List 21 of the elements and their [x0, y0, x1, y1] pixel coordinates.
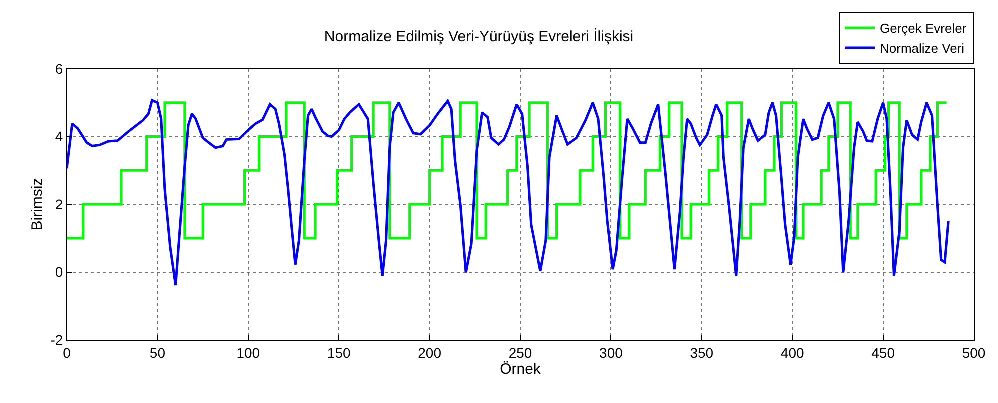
x-tick-label: 400	[780, 344, 804, 361]
y-tick-label: -2	[50, 332, 64, 348]
x-axis-title: Örnek	[500, 360, 542, 378]
line-series	[67, 99, 950, 287]
x-tick-label: 100	[236, 344, 260, 361]
x-tick-label: 300	[600, 344, 624, 361]
legend-label: Gerçek Evreler	[880, 21, 968, 36]
x-tick-label: 150	[327, 344, 351, 361]
x-tick-label: 200	[418, 344, 442, 361]
y-tick-label: 6	[55, 60, 64, 77]
x-tick-label: 450	[872, 344, 896, 361]
x-tick-label: 50	[150, 344, 166, 361]
y-tick-label: 2	[55, 196, 64, 212]
legend-label: Normalize Veri	[880, 41, 965, 56]
x-tick-label: 350	[690, 344, 714, 361]
y-tick-label: 4	[55, 128, 64, 145]
x-tick-label: 500	[962, 344, 986, 361]
chart-title: Normalize Edilmiş Veri-Yürüyüş Evreleri İlişkisi	[324, 28, 634, 46]
y-tick-label: 0	[55, 264, 64, 280]
y-axis-title: Birimsiz	[28, 178, 46, 231]
x-tick-label: 250	[508, 344, 532, 361]
